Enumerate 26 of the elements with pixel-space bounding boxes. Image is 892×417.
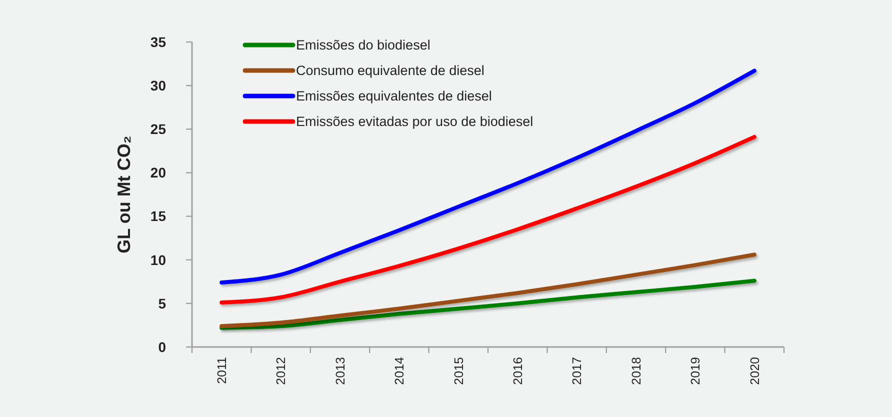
y-tick-label: 5 (158, 295, 166, 312)
x-tick-label: 2018 (629, 356, 644, 385)
legend-label: Emissões do biodiesel (296, 38, 430, 53)
legend-label: Consumo equivalente de diesel (296, 63, 484, 78)
x-tick-label: 2012 (274, 356, 288, 385)
y-tick-label: 10 (150, 252, 166, 268)
y-tick-label: 35 (150, 34, 166, 50)
line-series (220, 252, 756, 328)
legend-label: Emissões evitadas por uso de biodiesel (296, 114, 534, 130)
x-tick-label: 2013 (333, 356, 348, 385)
x-tick-label: 2015 (452, 356, 466, 385)
legend-label: Emissões equivalentes de diesel (296, 88, 492, 104)
y-tick-label: 30 (150, 77, 166, 94)
x-tick-label: 2017 (570, 356, 584, 385)
x-tick-label: 2016 (510, 356, 525, 385)
y-tick-label: 20 (150, 164, 166, 181)
line-series (220, 134, 756, 305)
y-tick-label: 25 (150, 121, 166, 138)
x-tick-label: 2019 (688, 356, 703, 385)
x-tick-label: 2014 (392, 356, 407, 385)
line-series (220, 278, 756, 330)
x-tick-label: 2020 (748, 356, 762, 385)
y-tick-label: 15 (150, 208, 166, 224)
y-tick-label: 0 (158, 338, 166, 355)
x-tick-label: 2011 (214, 356, 229, 384)
y-axis-title: GL ou Mt CO₂ (114, 136, 134, 254)
